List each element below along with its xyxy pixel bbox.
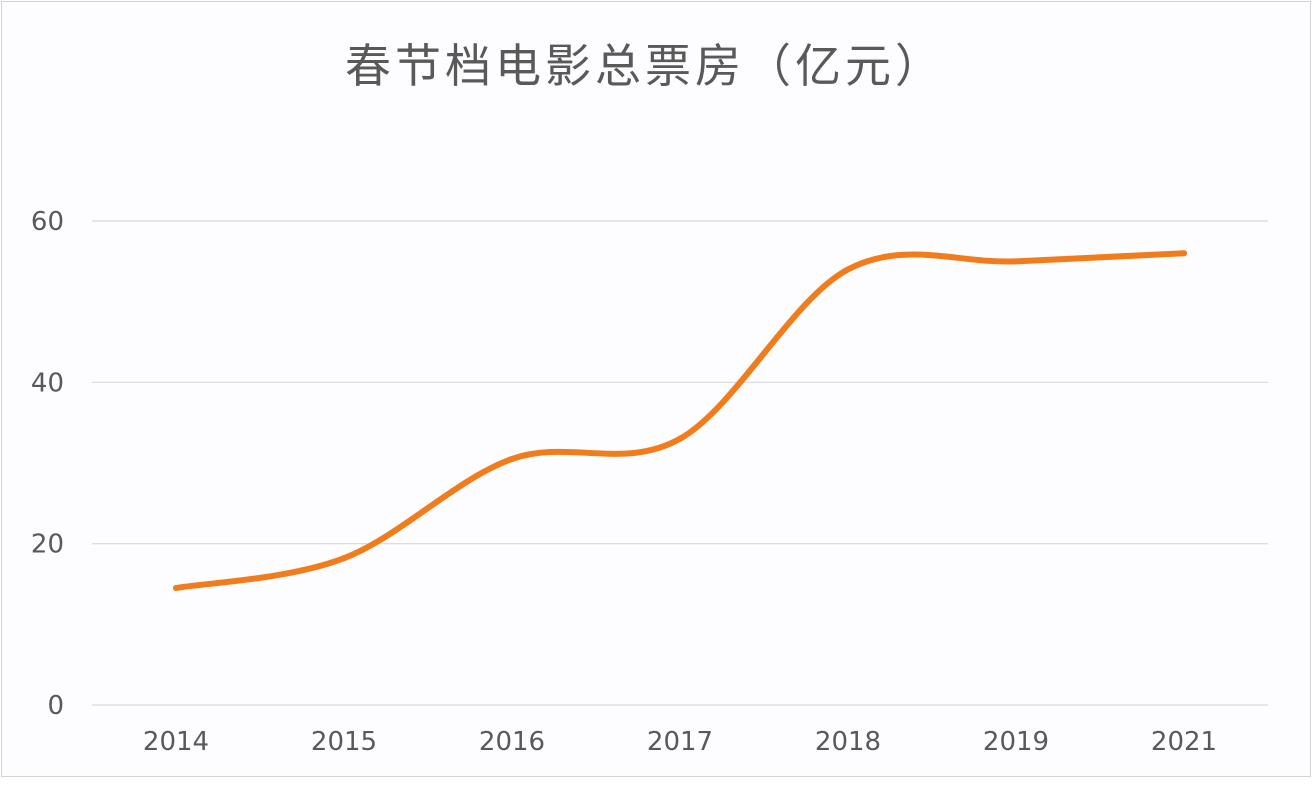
- series-layer: [173, 250, 1187, 592]
- x-tick-label: 2021: [1151, 727, 1217, 757]
- chart-title: 春节档电影总票房（亿元）: [345, 39, 945, 93]
- x-tick-label: 2019: [983, 727, 1049, 757]
- x-tick-label: 2014: [143, 727, 209, 757]
- data-point: [677, 435, 683, 442]
- data-point: [509, 455, 515, 462]
- y-tick-label: 60: [31, 207, 64, 237]
- y-tick-label: 0: [47, 691, 64, 721]
- x-tick-label: 2015: [311, 727, 377, 757]
- gridlines: [92, 220, 1268, 706]
- data-point: [1013, 258, 1019, 265]
- x-axis-ticks: 2014 2015 2016 2017 2018 2019 2021: [143, 727, 1217, 757]
- x-tick-label: 2017: [647, 727, 713, 757]
- data-point: [173, 585, 179, 592]
- y-tick-label: 20: [31, 530, 64, 560]
- data-point: [1181, 250, 1187, 257]
- y-axis-ticks: 0 20 40 60: [31, 207, 64, 721]
- chart-frame: [1, 1, 1311, 777]
- series-line-0: [173, 250, 1187, 592]
- y-tick-label: 40: [31, 368, 64, 398]
- data-point: [341, 555, 347, 562]
- x-tick-label: 2016: [479, 727, 545, 757]
- x-tick-label: 2018: [815, 727, 881, 757]
- data-point: [845, 266, 851, 273]
